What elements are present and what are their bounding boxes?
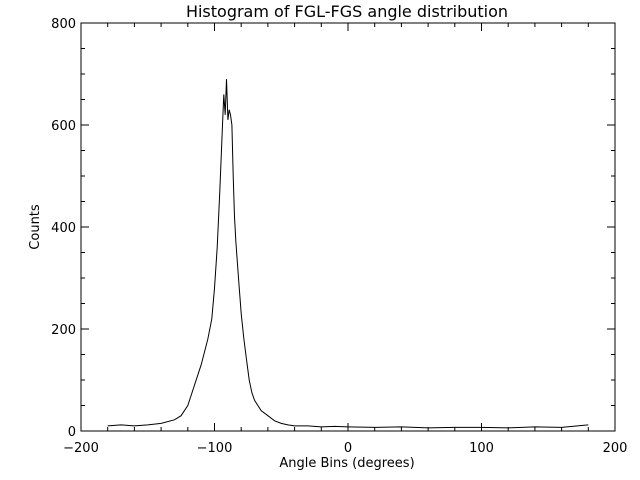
x-axis-tick-labels: −200 −100 0 100 200 (63, 441, 627, 456)
x-tick-label: 100 (469, 441, 494, 456)
y-axis-tick-labels: 0 200 400 600 800 (51, 17, 76, 440)
histogram-series-line (107, 79, 589, 429)
x-axis-label: Angle Bins (degrees) (279, 456, 414, 471)
x-tick-label: 200 (603, 441, 628, 456)
y-tick-label: 0 (68, 425, 76, 440)
x-axis-ticks (80, 23, 616, 431)
x-tick-label: −200 (63, 441, 99, 456)
y-tick-label: 200 (51, 323, 76, 338)
plot-frame (80, 22, 616, 432)
y-axis-ticks (81, 22, 615, 432)
x-tick-label: −100 (197, 441, 233, 456)
y-axis-label: Counts (28, 204, 43, 250)
y-tick-label: 800 (51, 17, 76, 32)
chart-title: Histogram of FGL-FGS angle distribution (186, 2, 508, 21)
y-tick-label: 400 (51, 221, 76, 236)
y-tick-label: 600 (51, 119, 76, 134)
x-tick-label: 0 (344, 441, 352, 456)
